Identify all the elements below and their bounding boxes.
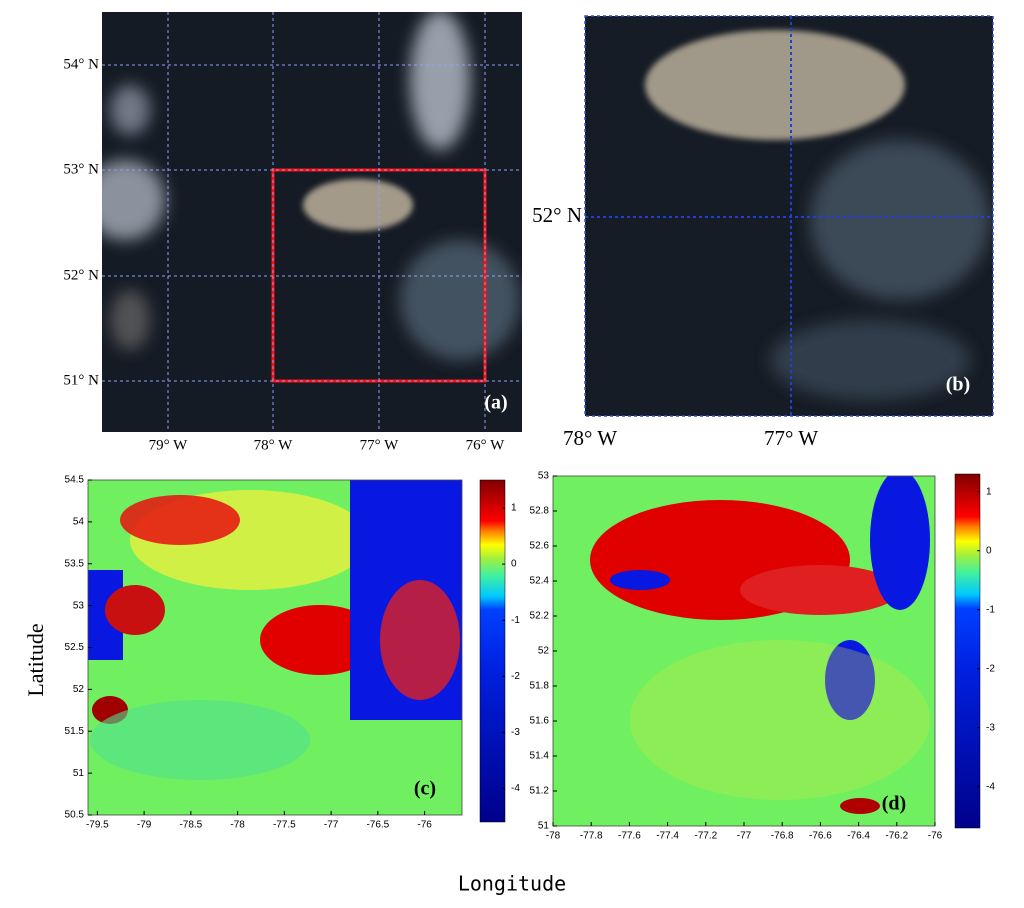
x-tick-label: -79.5	[86, 820, 109, 831]
x-tick-label: -77.5	[273, 820, 296, 831]
y-tick-label: 53	[538, 471, 550, 482]
y-tick-label: 51.5	[65, 726, 85, 737]
y-tick-label: 53.5	[65, 558, 85, 569]
y-tick-label: 51	[538, 821, 550, 832]
colorbar-tick-label: 0	[511, 559, 517, 570]
colorbar-tick-label: 1	[986, 486, 992, 497]
y-tick-label: 52° N	[63, 267, 99, 283]
y-tick-label: 52.2	[530, 611, 550, 622]
colorbar-tick-label: -1	[511, 615, 520, 626]
satellite-image-b	[585, 16, 993, 416]
y-tick-label: 52	[538, 646, 550, 657]
colorbar	[954, 473, 981, 829]
y-tick-label: 51	[73, 768, 85, 779]
x-tick-label: -78	[230, 820, 245, 831]
y-tick-label: 53° N	[63, 161, 99, 177]
x-tick-label: -77.2	[694, 831, 717, 842]
x-tick-label: -79	[137, 820, 152, 831]
x-tick-label: -76.2	[885, 831, 908, 842]
x-tick-label: -76.4	[847, 831, 870, 842]
colorbar-tick-label: -2	[511, 671, 520, 682]
x-tick-label: -77	[737, 831, 752, 842]
colorbar-tick-label: 1	[511, 503, 517, 514]
x-tick-label: -76.6	[809, 831, 832, 842]
colorbar-tick-label: -1	[986, 604, 995, 615]
y-tick-label: 51° N	[63, 372, 99, 388]
colorbar-tick-label: 0	[986, 545, 992, 556]
colorbar-tick-label: -3	[986, 722, 995, 733]
panel-label: (c)	[414, 778, 436, 800]
y-tick-label: 51.4	[530, 751, 550, 762]
y-tick-label: 52.4	[530, 576, 550, 587]
y-tick-label: 50.5	[65, 810, 85, 821]
x-tick-label: -76.5	[366, 820, 389, 831]
x-tick-label: 78° W	[563, 426, 617, 450]
y-tick-label: 51.8	[530, 681, 550, 692]
x-tick-label: 78° W	[254, 437, 293, 453]
colorbar	[479, 479, 506, 823]
x-tick-label: -77.6	[618, 831, 641, 842]
colorbar-tick-label: -3	[511, 727, 520, 738]
x-tick-label: -76.8	[771, 831, 794, 842]
y-tick-label: 54.5	[65, 475, 85, 486]
x-tick-label: 77° W	[764, 426, 818, 450]
y-tick-label: 53	[73, 600, 85, 611]
satellite-image-a	[102, 12, 522, 432]
panel-label: (a)	[484, 392, 507, 414]
y-tick-label: 52.8	[530, 506, 550, 517]
y-tick-label: 52° N	[532, 203, 582, 227]
panel-label: (d)	[882, 793, 906, 815]
x-tick-label: 76° W	[466, 437, 505, 453]
y-tick-label: 54° N	[63, 56, 99, 72]
x-tick-label: -77.8	[580, 831, 603, 842]
heatmap-image-d	[553, 476, 935, 826]
x-tick-label: -78	[546, 831, 561, 842]
x-tick-label: -77	[324, 820, 339, 831]
y-tick-label: 52.5	[65, 642, 85, 653]
y-tick-label: 52.6	[530, 541, 550, 552]
x-tick-label: 79° W	[149, 437, 188, 453]
colorbar-tick-label: -4	[511, 783, 520, 794]
x-tick-label: 77° W	[360, 437, 399, 453]
panel-label: (b)	[946, 374, 970, 396]
y-axis-title: Latitude	[23, 623, 48, 696]
colorbar-tick-label: -4	[986, 781, 995, 792]
x-tick-label: -76	[928, 831, 943, 842]
x-tick-label: -78.5	[179, 820, 202, 831]
heatmap-image-c	[88, 480, 462, 815]
x-axis-title: Longitude	[458, 872, 566, 896]
y-tick-label: 52	[73, 684, 85, 695]
x-tick-label: -77.4	[656, 831, 679, 842]
y-tick-label: 54	[73, 517, 85, 528]
x-tick-label: -76	[417, 820, 432, 831]
y-tick-label: 51.6	[530, 716, 550, 727]
y-tick-label: 51.2	[530, 786, 550, 797]
colorbar-tick-label: -2	[986, 663, 995, 674]
